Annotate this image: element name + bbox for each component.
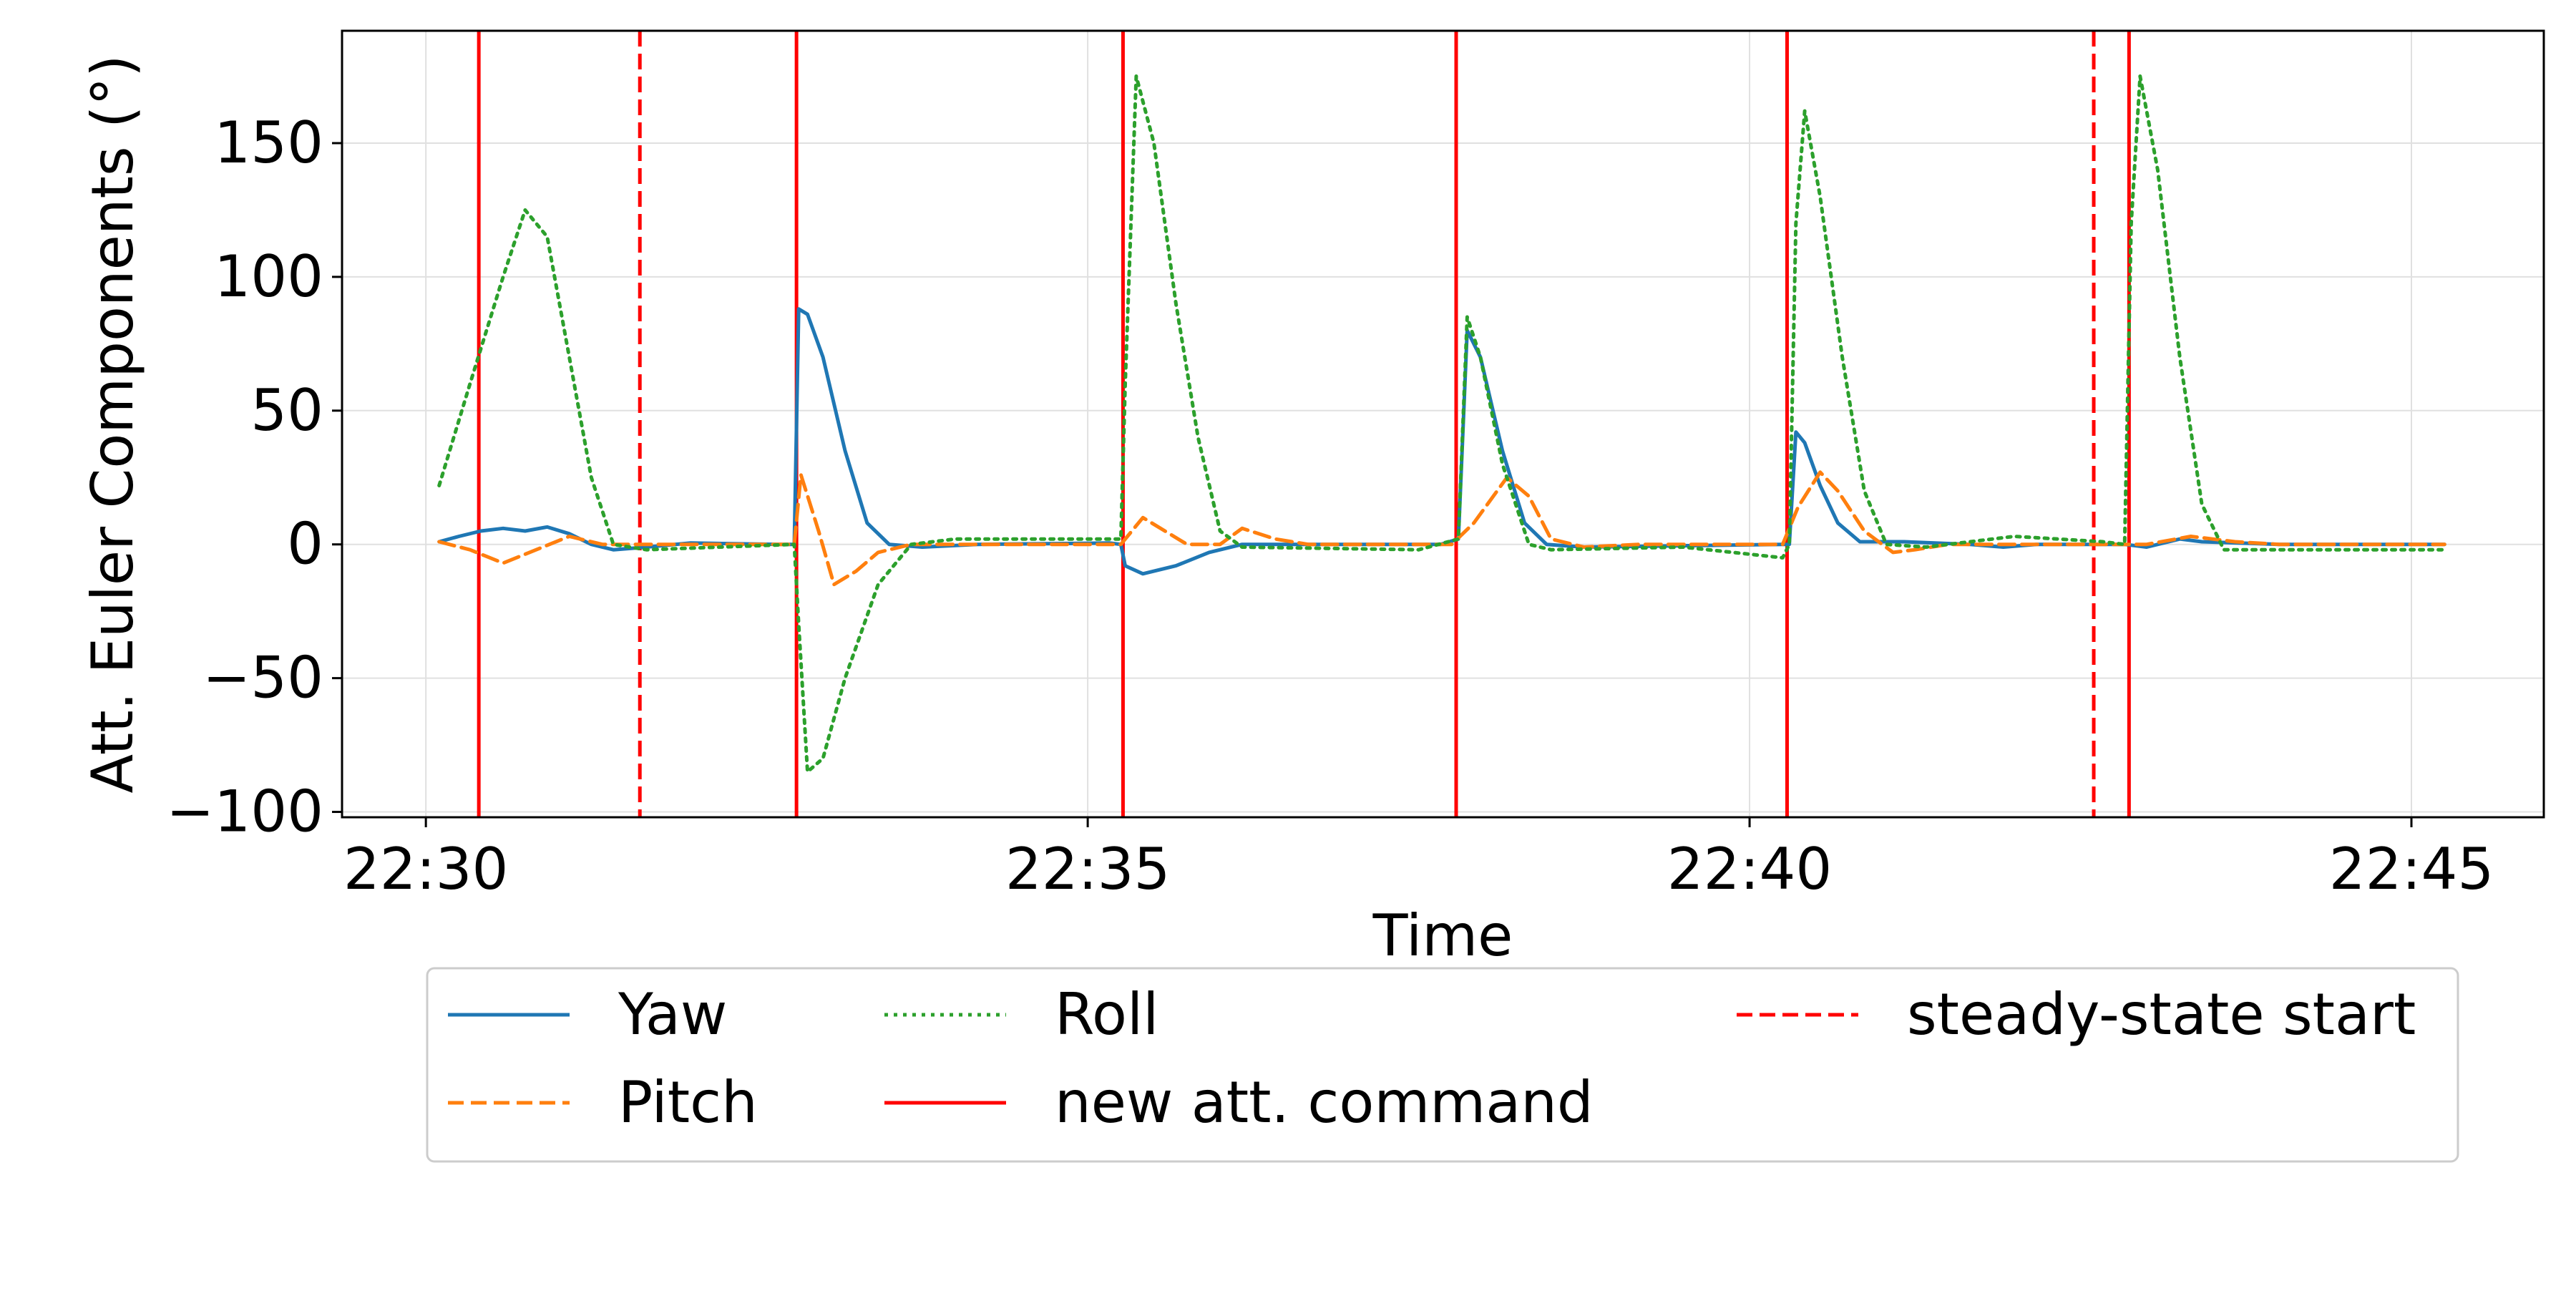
y-axis-label: Att. Euler Components (°): [79, 55, 146, 794]
series-line-yaw: [437, 307, 2446, 576]
y-tick-label: −100: [166, 779, 323, 845]
legend-label-steady-state-start: steady-state start: [1907, 981, 2416, 1048]
legend-label-roll: Roll: [1055, 981, 1158, 1048]
grid: [342, 31, 2544, 817]
y-tick-label: −50: [203, 645, 323, 711]
legend-box: [426, 967, 2459, 1163]
series-line-pitch: [437, 470, 2446, 587]
series-lines: [437, 74, 2446, 774]
axis-ticks: −100 −50 0 50 100 150 22:30 22:35 22:40 22:45: [166, 109, 2494, 902]
y-tick-label: 100: [214, 243, 323, 310]
legend-label-pitch: Pitch: [618, 1069, 758, 1136]
x-axis-label: Time: [1372, 902, 1513, 969]
axes-frame: [341, 29, 2545, 819]
legend: Yaw Pitch Roll new att. command steady-state…: [426, 967, 2459, 1163]
legend-label-new-att-command: new att. command: [1055, 1069, 1594, 1136]
x-tick-label: 22:45: [2329, 836, 2494, 902]
y-tick-label: 50: [250, 377, 323, 444]
legend-label-yaw: Yaw: [618, 981, 727, 1048]
event-lines: [477, 31, 2131, 817]
series-line-roll: [437, 74, 2446, 774]
x-tick-label: 22:30: [343, 836, 509, 902]
x-tick-label: 22:40: [1667, 836, 1833, 902]
y-tick-label: 150: [214, 109, 323, 176]
y-tick-label: 0: [287, 511, 323, 578]
x-tick-label: 22:35: [1005, 836, 1171, 902]
